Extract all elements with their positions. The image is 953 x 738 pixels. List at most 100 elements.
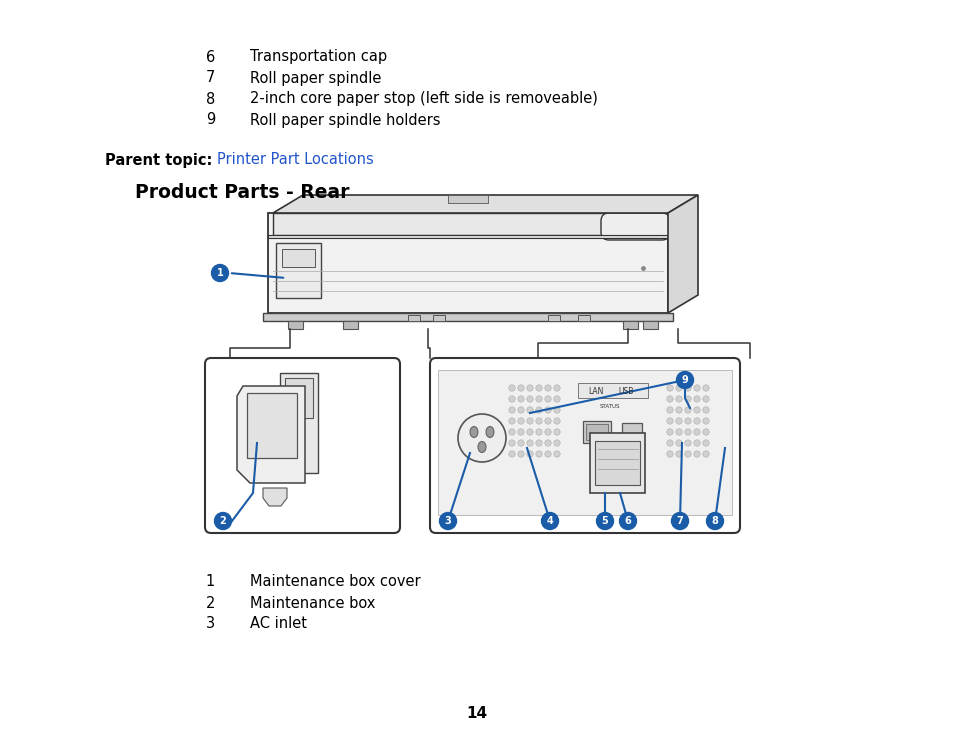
Text: 2: 2 [206, 596, 214, 610]
Circle shape [517, 407, 523, 413]
Text: 7: 7 [206, 71, 214, 86]
Circle shape [439, 512, 456, 529]
Circle shape [702, 429, 708, 435]
Circle shape [526, 396, 533, 402]
Circle shape [508, 396, 515, 402]
Circle shape [684, 440, 691, 446]
Bar [273, 213, 667, 235]
Circle shape [706, 512, 722, 529]
Circle shape [675, 407, 681, 413]
Circle shape [666, 418, 673, 424]
Circle shape [684, 418, 691, 424]
Circle shape [702, 407, 708, 413]
Bar [408, 315, 419, 321]
Circle shape [671, 512, 688, 529]
Polygon shape [263, 488, 287, 506]
Circle shape [702, 418, 708, 424]
Text: 1: 1 [216, 268, 223, 278]
Circle shape [684, 407, 691, 413]
Bar [263, 313, 672, 321]
Circle shape [666, 396, 673, 402]
FancyBboxPatch shape [205, 358, 399, 533]
Circle shape [517, 418, 523, 424]
Text: USB: USB [618, 387, 633, 396]
Text: Maintenance box: Maintenance box [250, 596, 375, 610]
Circle shape [536, 440, 541, 446]
Circle shape [675, 440, 681, 446]
Bar [280, 373, 317, 473]
Bar [585, 424, 607, 440]
Circle shape [544, 396, 551, 402]
Circle shape [702, 451, 708, 458]
Bar [578, 383, 647, 398]
Bar [288, 321, 303, 329]
Circle shape [517, 396, 523, 402]
Circle shape [693, 418, 700, 424]
Text: 4: 4 [546, 516, 553, 526]
Circle shape [517, 440, 523, 446]
Bar [622, 321, 638, 329]
Text: 6: 6 [624, 516, 631, 526]
Circle shape [508, 440, 515, 446]
Text: 8: 8 [206, 92, 214, 106]
Bar [437, 370, 731, 515]
Circle shape [536, 429, 541, 435]
Text: 14: 14 [466, 706, 487, 722]
Bar [621, 423, 641, 439]
Bar [343, 321, 357, 329]
Bar [448, 195, 488, 203]
Bar [247, 393, 296, 458]
Text: LAN: LAN [587, 387, 602, 396]
Bar [642, 321, 658, 329]
Circle shape [684, 429, 691, 435]
Circle shape [693, 429, 700, 435]
Circle shape [693, 440, 700, 446]
Circle shape [666, 429, 673, 435]
Circle shape [526, 418, 533, 424]
Bar [578, 315, 589, 321]
Circle shape [675, 451, 681, 458]
Circle shape [526, 384, 533, 391]
Circle shape [554, 440, 559, 446]
Text: 2-inch core paper stop (left side is removeable): 2-inch core paper stop (left side is rem… [250, 92, 598, 106]
Polygon shape [273, 195, 698, 213]
Circle shape [666, 451, 673, 458]
Circle shape [457, 414, 505, 462]
Bar [547, 315, 559, 321]
Circle shape [675, 429, 681, 435]
Bar [595, 441, 639, 485]
Circle shape [675, 384, 681, 391]
Circle shape [554, 384, 559, 391]
Text: Roll paper spindle holders: Roll paper spindle holders [250, 112, 440, 128]
Circle shape [544, 451, 551, 458]
Circle shape [212, 264, 229, 281]
Circle shape [544, 407, 551, 413]
Text: 3: 3 [206, 616, 214, 632]
Circle shape [536, 384, 541, 391]
Circle shape [554, 407, 559, 413]
FancyBboxPatch shape [600, 213, 669, 240]
Circle shape [517, 384, 523, 391]
Text: Transportation cap: Transportation cap [250, 49, 387, 64]
Bar [589, 433, 644, 493]
Circle shape [544, 384, 551, 391]
Circle shape [508, 418, 515, 424]
Text: 7: 7 [676, 516, 682, 526]
Circle shape [526, 451, 533, 458]
FancyBboxPatch shape [430, 358, 740, 533]
Text: Printer Part Locations: Printer Part Locations [216, 153, 374, 168]
Bar [285, 378, 313, 418]
Circle shape [666, 440, 673, 446]
Bar [268, 213, 667, 313]
Circle shape [508, 384, 515, 391]
Circle shape [508, 429, 515, 435]
Circle shape [544, 440, 551, 446]
Circle shape [508, 451, 515, 458]
Text: 2: 2 [219, 516, 226, 526]
Polygon shape [667, 195, 698, 313]
Circle shape [666, 407, 673, 413]
Ellipse shape [477, 441, 485, 452]
Text: Product Parts - Rear: Product Parts - Rear [135, 182, 349, 201]
Circle shape [676, 371, 693, 388]
Text: AC inlet: AC inlet [250, 616, 307, 632]
